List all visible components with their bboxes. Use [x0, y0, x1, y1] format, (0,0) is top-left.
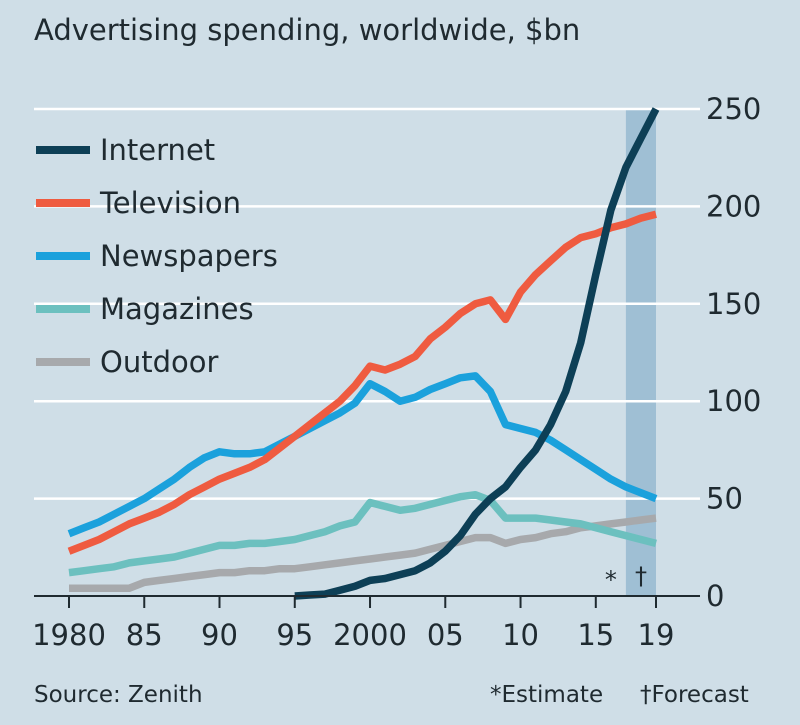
x-tick-label-2010: 10: [502, 618, 539, 652]
source-note: Source: Zenith: [34, 682, 203, 708]
forecast-band: [625, 109, 656, 596]
x-axis-ticks: 1980 85 90 95 2000 05 10 15 19: [32, 596, 674, 652]
y-tick-label-250: 250: [706, 92, 761, 126]
y-tick-label-150: 150: [706, 287, 761, 321]
x-tick-label-1995: 95: [276, 618, 313, 652]
forecast-marker: †: [635, 562, 647, 590]
series-line-magazines: [68, 490, 657, 577]
legend-label-internet: Internet: [100, 133, 215, 167]
y-tick-label-0: 0: [706, 579, 724, 613]
forecast-note: †Forecast: [640, 682, 749, 708]
series-lines: [67, 107, 660, 600]
x-tick-label-2015: 15: [577, 618, 614, 652]
series-line-internet: [294, 107, 660, 600]
series-line-television: [67, 210, 657, 555]
y-axis-ticks: 0 50 100 150 200 250: [706, 92, 761, 613]
x-tick-label-2000: 2000: [333, 618, 407, 652]
y-tick-label-50: 50: [706, 482, 743, 516]
series-line-outdoor: [69, 514, 657, 592]
chart-title: Advertising spending, worldwide, $bn: [34, 13, 580, 47]
legend-label-outdoor: Outdoor: [100, 345, 218, 379]
legend-label-television: Television: [99, 186, 241, 220]
y-tick-label-200: 200: [706, 189, 761, 223]
x-tick-label-1990: 90: [201, 618, 238, 652]
x-tick-label-1985: 85: [126, 618, 163, 652]
x-tick-label-2005: 05: [427, 618, 464, 652]
x-tick-label-2019: 19: [638, 618, 675, 652]
legend: Internet Television Newspapers Magazines Out…: [36, 133, 278, 379]
y-tick-label-100: 100: [706, 384, 761, 418]
series-line-newspapers: [67, 372, 658, 538]
legend-label-newspapers: Newspapers: [100, 239, 278, 273]
legend-label-magazines: Magazines: [100, 292, 254, 326]
estimate-note: *Estimate: [490, 682, 603, 708]
estimate-marker: *: [605, 566, 617, 594]
x-tick-label-1980: 1980: [32, 618, 106, 652]
